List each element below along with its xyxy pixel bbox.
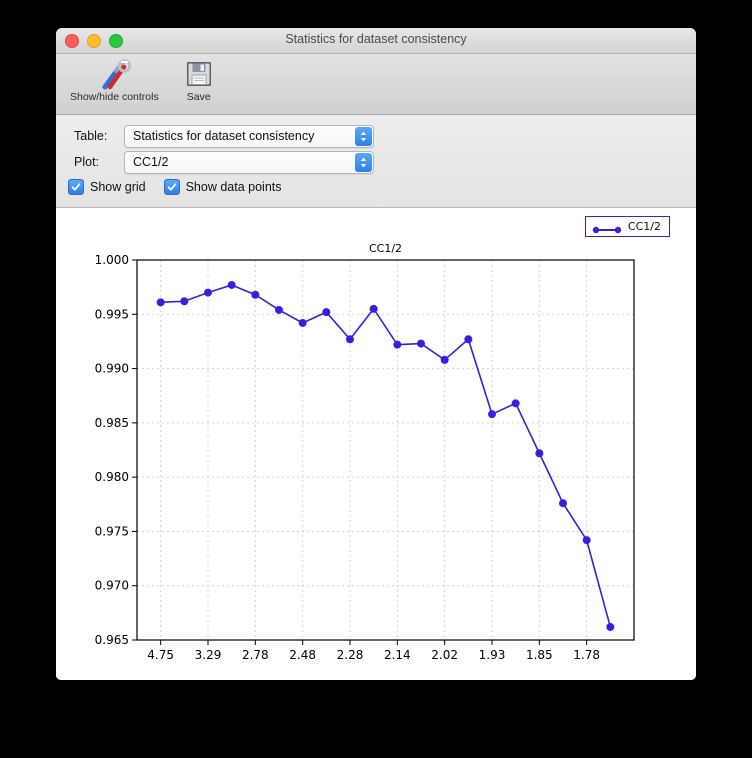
zoom-button[interactable] (109, 34, 123, 48)
data-point (346, 335, 354, 344)
show-hide-controls-label: Show/hide controls (70, 91, 159, 103)
title-bar: Statistics for dataset consistency (56, 28, 696, 54)
x-tick-label: 2.48 (289, 648, 316, 660)
chart-legend: CC1/2 (584, 216, 670, 237)
y-tick-label: 0.985 (95, 416, 129, 430)
x-tick-label: 1.93 (479, 648, 506, 660)
plot-select-value: CC1/2 (133, 155, 169, 169)
data-point (298, 318, 307, 327)
x-tick-label: 2.14 (384, 648, 411, 660)
plot-select[interactable]: CC1/2 (124, 150, 374, 174)
data-point (535, 449, 544, 458)
floppy-disk-icon (184, 57, 214, 90)
app-window: Statistics for dataset consistency Show/… (56, 28, 696, 680)
chevron-up-down-icon[interactable] (355, 126, 372, 146)
show-data-points-label: Show data points (185, 180, 282, 194)
checkmark-icon (167, 183, 176, 191)
toolbar: Show/hide controls Save (56, 54, 696, 115)
controls-panel: Table: Statistics for dataset consistenc… (56, 115, 696, 208)
show-grid-label: Show grid (90, 180, 146, 194)
x-tick-label: 4.75 (147, 648, 174, 660)
chart-title: CC1/2 (369, 242, 402, 255)
data-point (180, 297, 189, 306)
y-tick-label: 0.975 (95, 524, 129, 538)
data-point (464, 335, 473, 344)
data-point (251, 290, 260, 299)
y-tick-label: 0.995 (95, 307, 129, 321)
x-tick-label: 3.29 (195, 648, 222, 660)
data-point (204, 288, 212, 297)
window-title: Statistics for dataset consistency (285, 32, 467, 46)
chevron-up-down-icon[interactable] (355, 152, 372, 172)
x-tick-label: 2.78 (242, 648, 269, 660)
table-select[interactable]: Statistics for dataset consistency (124, 124, 374, 148)
data-point (582, 536, 591, 545)
x-tick-label: 2.28 (337, 648, 364, 660)
data-point (559, 499, 567, 508)
data-point (275, 305, 283, 314)
checkmark-icon (71, 183, 81, 191)
legend-swatch (592, 222, 622, 233)
x-tick-label: 2.02 (431, 648, 458, 660)
data-point (322, 308, 331, 317)
legend-label: CC1/2 (627, 220, 661, 233)
y-tick-label: 0.965 (95, 633, 129, 647)
data-point (511, 399, 520, 408)
data-point (606, 622, 615, 631)
close-button[interactable] (65, 34, 79, 48)
save-label: Save (186, 91, 211, 103)
show-data-points-checkbox[interactable] (163, 179, 180, 195)
show-grid-checkbox[interactable] (68, 179, 84, 195)
y-tick-label: 0.970 (95, 579, 129, 593)
tools-icon (97, 57, 132, 90)
data-point (440, 355, 449, 364)
x-tick-label: 1.78 (573, 648, 600, 660)
y-tick-label: 1.000 (95, 253, 129, 267)
plot-row: Plot: CC1/2 (56, 149, 696, 175)
minimize-button[interactable] (87, 34, 101, 48)
x-tick-label: 1.85 (526, 648, 553, 660)
plot-area: CC1/2 CC1/2 1.000 0.995 0.990 0.985 0.980 0.97… (56, 208, 696, 680)
plot-frame (136, 259, 635, 641)
y-tick-label: 0.990 (95, 362, 129, 376)
cc-half-line-chart: CC1/2 1.000 0.995 0.990 0.985 0.980 0.975 0.970… (95, 242, 635, 660)
show-hide-controls-button[interactable]: Show/hide controls (64, 56, 165, 103)
plot-label: Plot: (74, 155, 100, 169)
data-point (156, 298, 165, 307)
window-controls (65, 34, 123, 48)
data-point (417, 339, 425, 348)
save-button[interactable]: Save (165, 56, 233, 103)
table-label: Table: (74, 129, 108, 143)
checkbox-row: Show grid Show data points (56, 175, 696, 199)
table-select-value: Statistics for dataset consistency (133, 129, 315, 143)
table-row: Table: Statistics for dataset consistenc… (56, 123, 696, 149)
data-point (393, 340, 402, 349)
data-point (488, 410, 496, 419)
data-point (227, 280, 236, 289)
data-point (369, 304, 378, 313)
y-tick-label: 0.980 (95, 470, 129, 484)
data-line-cc-half (160, 284, 612, 628)
